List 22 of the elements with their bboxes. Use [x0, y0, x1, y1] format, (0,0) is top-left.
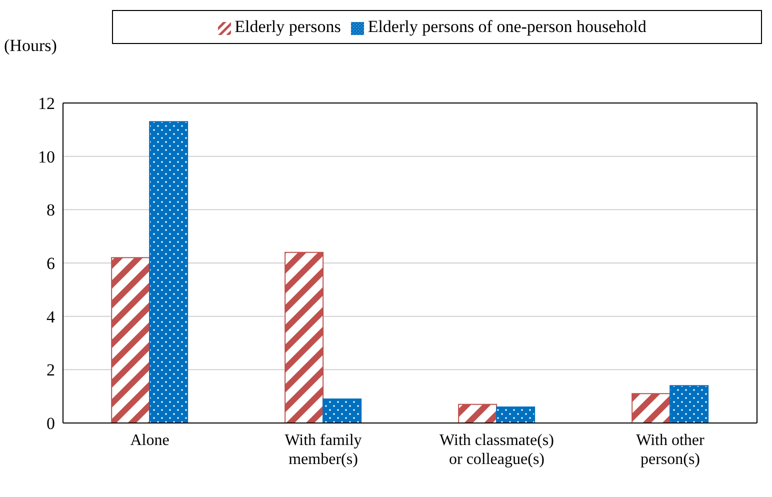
x-tick-label: Alone [130, 432, 170, 449]
y-tick-label: 12 [38, 94, 55, 114]
bar [496, 406, 536, 423]
bar [284, 252, 324, 423]
bar [111, 257, 150, 423]
bar [670, 385, 709, 423]
y-tick-label: 6 [46, 254, 55, 274]
y-tick-label: 10 [38, 147, 55, 166]
x-tick-label: With family member(s) [284, 432, 362, 468]
y-tick-label: 0 [46, 414, 55, 434]
bar [149, 121, 188, 423]
y-axis-title: (Hours) [4, 36, 57, 56]
y-tick-label: 2 [46, 360, 55, 380]
bar [458, 404, 498, 423]
y-tick-label: 8 [46, 200, 55, 220]
bar [632, 393, 671, 423]
x-tick-label: With classmate(s) or colleague(s) [440, 432, 554, 468]
legend-label: Elderly persons [234, 17, 341, 36]
y-tick-label: 4 [46, 307, 56, 326]
x-tick-label: With other person(s) [636, 432, 706, 468]
bar [322, 398, 362, 423]
legend-label: Elderly persons of one-person household [368, 17, 646, 36]
